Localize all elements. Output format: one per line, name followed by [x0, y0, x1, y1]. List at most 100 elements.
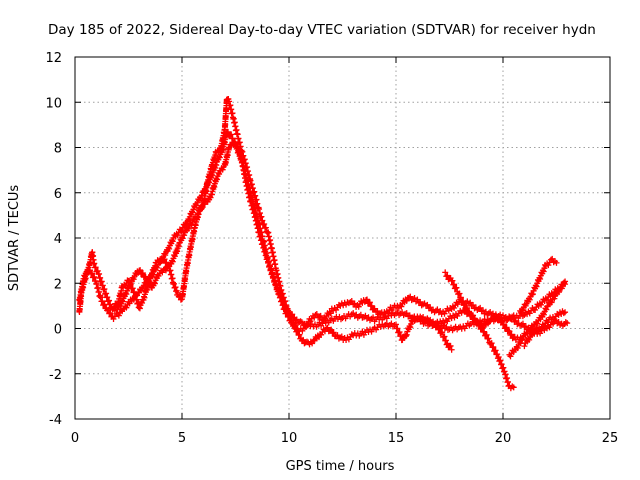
- y-tick-label: -4: [49, 413, 62, 428]
- data-point: [189, 209, 196, 216]
- data-point: [88, 270, 95, 277]
- data-point: [562, 309, 569, 316]
- data-point: [560, 310, 567, 317]
- data-point: [195, 211, 202, 218]
- data-point: [216, 149, 223, 156]
- data-point: [99, 298, 106, 305]
- data-point: [123, 304, 130, 311]
- data-point: [388, 320, 395, 327]
- data-point: [207, 194, 214, 201]
- data-point: [564, 320, 571, 327]
- data-point: [448, 346, 455, 353]
- data-point: [519, 307, 526, 314]
- data-point: [562, 281, 569, 288]
- data-point: [449, 277, 456, 284]
- data-point: [161, 256, 168, 263]
- data-point: [442, 269, 449, 276]
- data-point: [451, 304, 458, 311]
- data-point: [137, 267, 144, 274]
- data-point: [481, 328, 488, 335]
- data-point: [443, 273, 450, 280]
- data-point: [496, 315, 503, 322]
- data-point: [393, 321, 399, 328]
- data-point: [460, 298, 467, 305]
- y-axis-label: SDTVAR / TECUs: [7, 185, 22, 292]
- data-point: [531, 330, 538, 337]
- tick-marks: [74, 56, 611, 420]
- data-point: [477, 321, 484, 328]
- data-point: [232, 140, 239, 147]
- data-point: [385, 309, 392, 316]
- data-point: [274, 285, 281, 292]
- data-point: [179, 235, 186, 242]
- data-point: [403, 310, 410, 317]
- data-point: [483, 331, 490, 338]
- data-point: [115, 303, 122, 310]
- data-point: [174, 289, 181, 296]
- data-point: [316, 319, 323, 326]
- data-point: [517, 340, 524, 347]
- data-point: [126, 283, 133, 290]
- data-point: [540, 311, 547, 318]
- data-point: [231, 141, 238, 148]
- y-tick-label: 6: [54, 187, 62, 202]
- data-point: [101, 285, 108, 292]
- data-point: [322, 315, 329, 322]
- data-point: [139, 300, 146, 307]
- y-tick-labels: -4 -2 0 2 4 6 8 10 12: [45, 51, 62, 428]
- x-tick-label: 5: [178, 431, 186, 446]
- data-point: [139, 270, 146, 277]
- data-point: [123, 291, 130, 298]
- data-point: [454, 301, 461, 308]
- data-point: [533, 283, 540, 290]
- data-point: [398, 303, 405, 310]
- data-point: [451, 281, 458, 288]
- data-point: [318, 331, 325, 338]
- y-tick-label: -2: [49, 368, 62, 383]
- data-point: [309, 340, 316, 347]
- data-point: [171, 253, 178, 260]
- data-point: [507, 332, 514, 339]
- data-point: [92, 277, 99, 284]
- data-point: [359, 328, 366, 335]
- data-point: [406, 312, 413, 319]
- data-point: [457, 294, 464, 301]
- y-tick-label: 8: [54, 142, 62, 157]
- data-point: [261, 220, 268, 227]
- y-tick-label: 4: [54, 232, 62, 247]
- data-point: [114, 306, 121, 313]
- data-point: [188, 221, 195, 228]
- series-trace-b: [76, 95, 517, 392]
- data-point: [532, 306, 539, 313]
- data-point: [490, 343, 497, 350]
- data-point: [442, 337, 449, 344]
- data-point: [543, 306, 550, 313]
- data-point: [144, 277, 151, 284]
- data-point: [131, 289, 138, 296]
- data-point: [396, 328, 403, 335]
- data-point: [540, 323, 547, 330]
- chart-title: Day 185 of 2022, Sidereal Day-to-day VTE…: [48, 22, 596, 38]
- data-point: [228, 131, 235, 138]
- y-tick-label: 0: [54, 323, 62, 338]
- data-point: [403, 297, 410, 304]
- data-point: [199, 204, 206, 211]
- data-point: [155, 273, 162, 279]
- data-point: [468, 312, 475, 319]
- x-axis-label: GPS time / hours: [286, 459, 395, 474]
- data-point: [436, 326, 443, 333]
- data-point: [130, 276, 137, 283]
- data-point: [558, 285, 565, 292]
- data-point: [456, 290, 463, 297]
- data-point: [115, 312, 122, 319]
- data-point: [317, 312, 324, 319]
- data-point: [174, 232, 181, 239]
- data-point: [281, 306, 288, 313]
- series-trace-a: [76, 128, 569, 334]
- data-point: [444, 340, 451, 347]
- data-point: [136, 305, 143, 312]
- data-point: [219, 166, 226, 173]
- data-point: [193, 202, 200, 209]
- data-point: [91, 273, 98, 280]
- data-point: [540, 268, 547, 275]
